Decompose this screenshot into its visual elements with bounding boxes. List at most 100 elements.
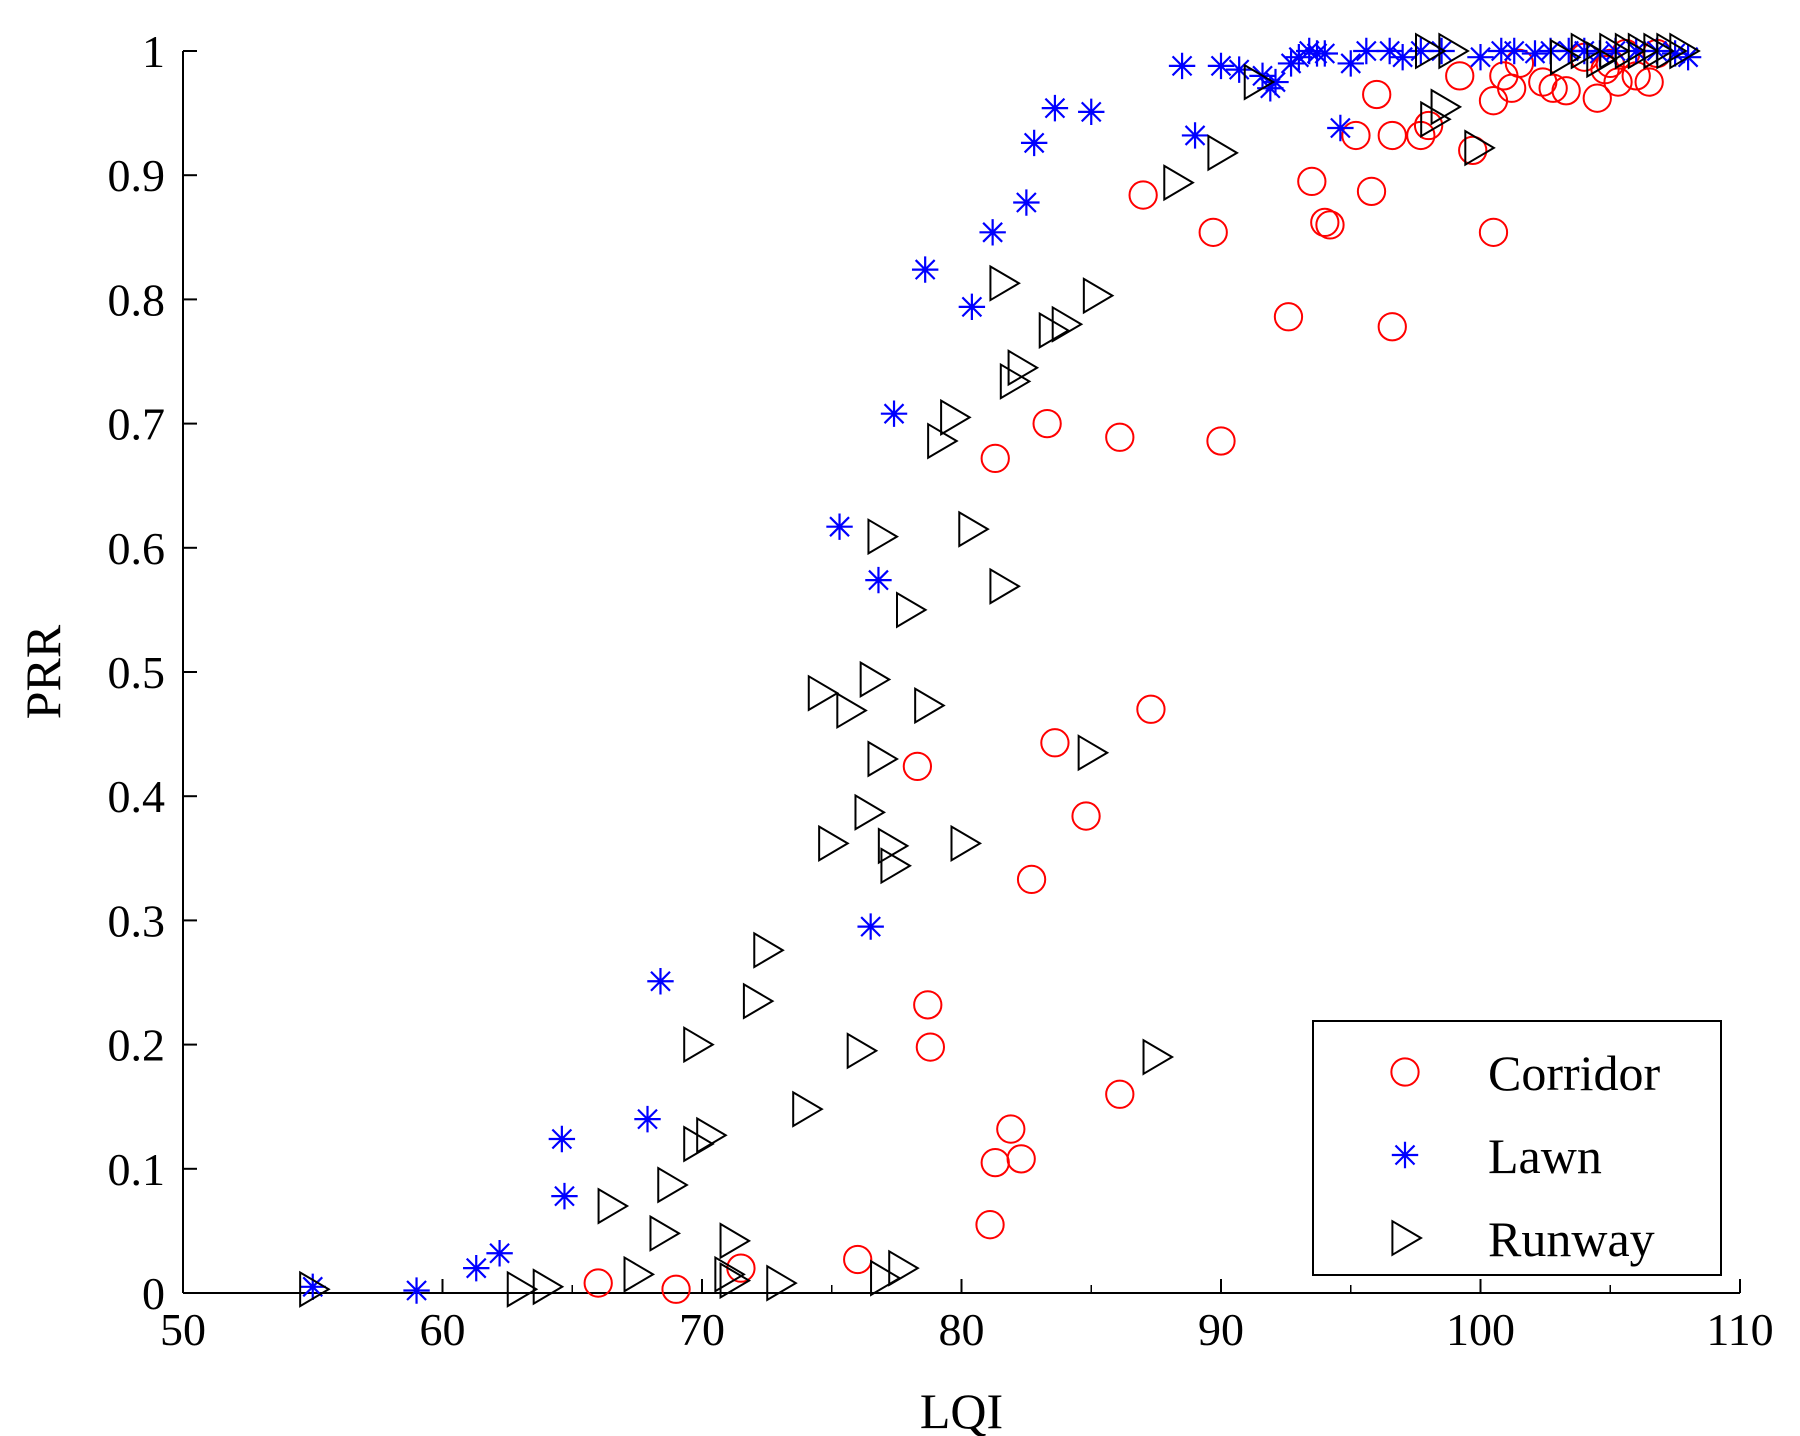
- data-point-lawn: [1501, 37, 1528, 65]
- data-point-lawn: [1376, 37, 1403, 65]
- data-point-runway: [649, 1214, 682, 1252]
- data-point-lawn: [634, 1105, 661, 1133]
- data-point-runway: [846, 1032, 879, 1070]
- y-tick-label: 0.5: [108, 647, 166, 698]
- data-point-corridor: [1105, 422, 1135, 452]
- data-point-runway: [836, 691, 868, 730]
- data-point-lawn: [826, 513, 853, 540]
- data-point-runway: [880, 847, 912, 885]
- data-point-runway: [877, 827, 910, 865]
- data-point-corridor: [1362, 79, 1392, 110]
- x-tick-label: 80: [939, 1304, 985, 1355]
- legend-marker-lawn: [1391, 1141, 1419, 1169]
- data-point-lawn: [1225, 56, 1253, 83]
- data-point-runway: [854, 793, 887, 831]
- data-point-lawn: [1168, 52, 1196, 80]
- data-point-lawn: [1181, 122, 1209, 149]
- data-point-corridor: [1032, 408, 1062, 439]
- data-point-runway: [914, 686, 946, 725]
- x-tick-label: 50: [160, 1304, 206, 1355]
- data-point-runway: [807, 674, 840, 712]
- data-point-corridor: [996, 1114, 1026, 1144]
- legend-label-runway: Runway: [1488, 1211, 1655, 1267]
- data-point-lawn: [463, 1254, 490, 1282]
- data-point-runway: [299, 1270, 331, 1308]
- data-point-lawn: [911, 256, 939, 283]
- data-point-corridor: [1413, 110, 1444, 141]
- data-point-corridor: [1458, 135, 1488, 166]
- legend-box: [1312, 1020, 1722, 1276]
- y-axis-label: PRR: [15, 624, 71, 719]
- data-point-lawn: [1207, 52, 1235, 80]
- x-tick-label: 70: [679, 1304, 725, 1355]
- data-point-lawn: [1337, 50, 1364, 77]
- data-point-corridor: [1377, 312, 1407, 342]
- data-point-runway: [1420, 100, 1452, 138]
- data-point-runway: [657, 1166, 689, 1204]
- data-point-lawn: [1311, 40, 1338, 67]
- data-point-runway: [1430, 88, 1463, 126]
- data-point-runway: [719, 1222, 752, 1260]
- data-point-corridor: [1551, 76, 1581, 106]
- data-points: [299, 32, 1702, 1308]
- data-point-corridor: [1071, 801, 1101, 831]
- data-point-lawn: [548, 1125, 576, 1153]
- data-point-corridor: [583, 1268, 613, 1298]
- data-point-runway: [896, 591, 928, 629]
- data-point-corridor: [1504, 48, 1535, 79]
- data-point-runway: [766, 1264, 798, 1302]
- x-tick-label: 90: [1198, 1304, 1244, 1355]
- data-point-corridor: [1016, 864, 1047, 895]
- data-point-corridor: [843, 1244, 873, 1275]
- data-point-runway: [1614, 32, 1647, 70]
- data-point-runway: [1415, 32, 1447, 70]
- data-point-corridor: [1006, 1144, 1036, 1174]
- data-point-lawn: [403, 1277, 430, 1304]
- data-point-runway: [867, 518, 899, 556]
- data-point-lawn: [647, 968, 674, 995]
- data-point-lawn: [1285, 44, 1313, 71]
- data-point-runway: [999, 362, 1032, 400]
- data-point-corridor: [1538, 73, 1568, 103]
- data-point-runway: [1669, 32, 1701, 70]
- y-tick-label: 0: [142, 1268, 165, 1319]
- data-point-corridor: [1634, 67, 1664, 97]
- data-point-corridor: [913, 990, 943, 1020]
- legend-label-corridor: Corridor: [1488, 1045, 1661, 1101]
- data-point-runway: [683, 1026, 715, 1064]
- data-point-corridor: [1136, 694, 1166, 724]
- data-point-runway: [597, 1187, 630, 1225]
- x-axis-label: LQI: [920, 1383, 1003, 1436]
- data-point-runway: [1599, 32, 1631, 70]
- data-point-corridor: [1128, 180, 1158, 210]
- data-point-lawn: [1041, 94, 1069, 122]
- data-point-runway: [714, 1255, 746, 1293]
- data-point-runway: [888, 1249, 920, 1287]
- data-point-lawn: [1277, 50, 1305, 77]
- data-point-runway: [989, 567, 1021, 605]
- data-point-runway: [1464, 129, 1496, 167]
- data-point-runway: [1656, 32, 1688, 70]
- data-point-lawn: [1296, 37, 1323, 65]
- data-point-lawn: [1623, 37, 1650, 65]
- data-point-lawn: [880, 400, 908, 427]
- data-point-lawn: [551, 1182, 578, 1210]
- data-point-corridor: [1445, 61, 1475, 91]
- data-point-runway: [696, 1116, 728, 1154]
- data-point-corridor: [902, 751, 933, 782]
- data-point-corridor: [661, 1274, 691, 1304]
- data-point-lawn: [857, 913, 884, 940]
- data-point-lawn: [1020, 129, 1048, 157]
- data-point-runway: [719, 1262, 752, 1300]
- data-point-lawn: [1013, 189, 1040, 216]
- data-point-lawn: [486, 1240, 513, 1267]
- data-point-corridor: [1310, 207, 1340, 238]
- data-point-runway: [1570, 32, 1603, 70]
- x-tick-label: 100: [1446, 1304, 1515, 1355]
- data-point-lawn: [1407, 37, 1435, 65]
- data-point-runway: [818, 824, 850, 862]
- data-point-runway: [958, 510, 990, 548]
- data-point-runway: [1438, 32, 1470, 70]
- x-tick-label: 110: [1706, 1304, 1773, 1355]
